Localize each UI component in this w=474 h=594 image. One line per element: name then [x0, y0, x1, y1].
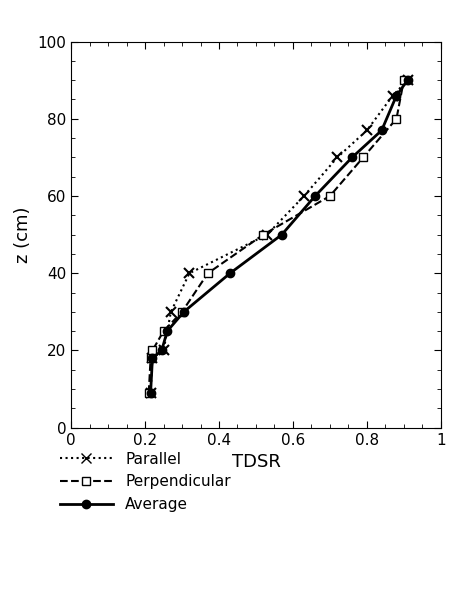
Average	[150, 355, 155, 362]
Perpendicular	[150, 347, 155, 354]
Perpendicular	[205, 270, 211, 277]
Perpendicular	[393, 115, 399, 122]
Perpendicular	[161, 328, 166, 335]
Line: Perpendicular: Perpendicular	[145, 76, 408, 397]
Parallel	[335, 154, 340, 161]
Average	[312, 192, 318, 200]
Parallel	[405, 77, 410, 84]
Average	[379, 127, 384, 134]
Average	[405, 77, 410, 84]
Average	[159, 347, 164, 354]
Perpendicular	[261, 231, 266, 238]
Parallel	[264, 231, 270, 238]
Parallel	[390, 92, 396, 99]
Perpendicular	[327, 192, 333, 200]
Parallel	[161, 347, 166, 354]
Perpendicular	[401, 77, 407, 84]
Perpendicular	[148, 355, 154, 362]
Parallel	[301, 192, 307, 200]
Average	[393, 92, 399, 99]
Y-axis label: z (cm): z (cm)	[14, 206, 32, 263]
Parallel	[168, 308, 174, 315]
Line: Parallel: Parallel	[146, 75, 412, 398]
Average	[148, 390, 154, 397]
Parallel	[150, 355, 155, 362]
Parallel	[364, 127, 370, 134]
Average	[181, 308, 187, 315]
Perpendicular	[360, 154, 366, 161]
Average	[349, 154, 355, 161]
Line: Average: Average	[146, 76, 412, 397]
Average	[279, 231, 285, 238]
Perpendicular	[179, 308, 185, 315]
X-axis label: TDSR: TDSR	[231, 453, 281, 471]
Average	[227, 270, 233, 277]
Legend: Parallel, Perpendicular, Average: Parallel, Perpendicular, Average	[55, 447, 236, 517]
Parallel	[187, 270, 192, 277]
Parallel	[148, 390, 154, 397]
Perpendicular	[146, 390, 152, 397]
Average	[164, 328, 170, 335]
